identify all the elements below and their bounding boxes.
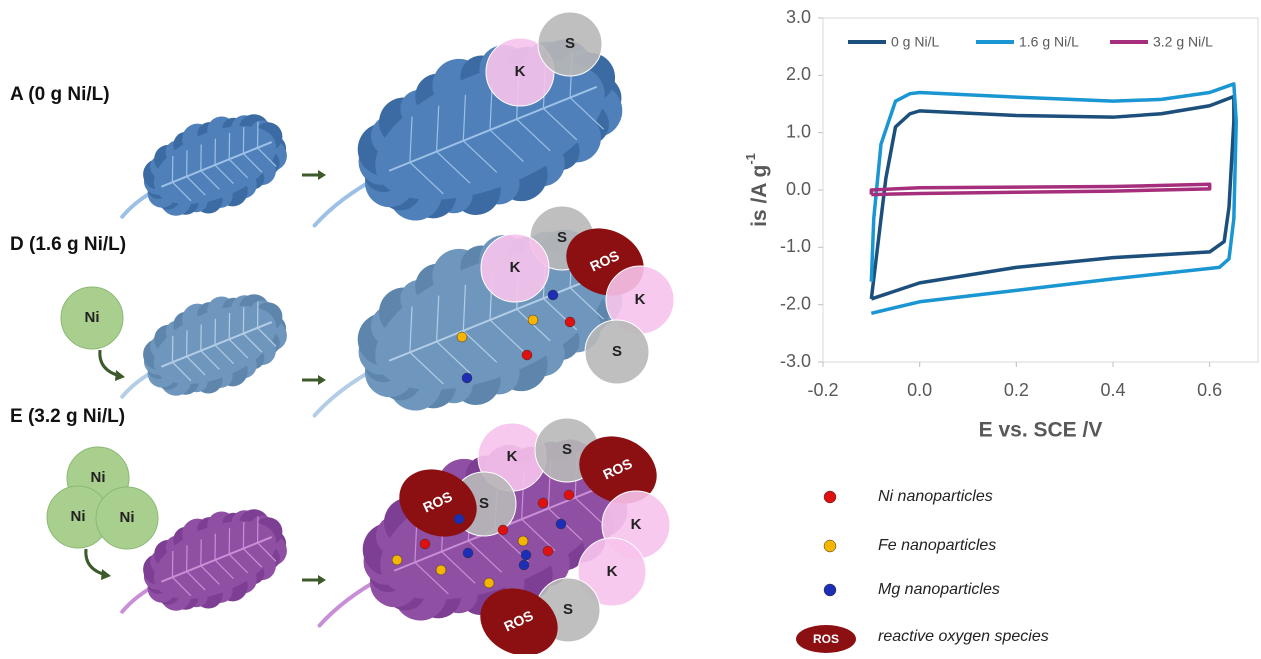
bubble-label: K	[607, 563, 618, 580]
bubble-label: S	[565, 35, 575, 52]
panel-label: D (1.6 g Ni/L)	[10, 234, 126, 255]
nanoparticle	[462, 373, 472, 383]
legend-dot	[824, 540, 836, 552]
legend-item: Mg nanoparticles	[878, 581, 1000, 598]
legend-dot	[824, 491, 836, 503]
nanoparticle	[420, 539, 430, 549]
nanoparticle	[484, 578, 494, 588]
legend-dot	[824, 584, 836, 596]
nanoparticle	[564, 490, 574, 500]
nanoparticle	[565, 317, 575, 327]
panel-label: A (0 g Ni/L)	[10, 84, 110, 105]
legend-label: 3.2 g Ni/L	[1153, 34, 1213, 50]
y-tick-label: 0.0	[786, 179, 811, 199]
nanoparticle	[436, 565, 446, 575]
nanoparticle	[392, 555, 402, 565]
nanoparticle	[518, 536, 528, 546]
nanoparticle	[463, 548, 473, 558]
x-tick-label: -0.2	[807, 380, 838, 400]
bubble-label: K	[507, 448, 518, 465]
ni-label: Ni	[85, 309, 100, 326]
nanoparticle	[457, 332, 467, 342]
legend-item: Fe nanoparticles	[878, 537, 996, 554]
bubble-label: K	[510, 259, 521, 276]
bubble-label: S	[562, 441, 572, 458]
bubble-label: S	[563, 601, 573, 618]
x-tick-label: 0.4	[1100, 380, 1125, 400]
bubble-label: K	[631, 516, 642, 533]
y-tick-label: 1.0	[786, 121, 811, 141]
legend-label: 0 g Ni/L	[891, 34, 939, 50]
ni-label: Ni	[120, 509, 135, 526]
bubble-label: K	[515, 63, 526, 80]
nanoparticle	[454, 514, 464, 524]
panel-label: E (3.2 g Ni/L)	[10, 406, 125, 427]
ros-icon-label: ROS	[813, 632, 839, 646]
y-axis-title-main: is /A g	[748, 165, 771, 227]
nanoparticle	[528, 315, 538, 325]
nanoparticle	[498, 525, 508, 535]
legend-item: Ni nanoparticles	[878, 488, 993, 505]
ni-label: Ni	[91, 469, 106, 486]
y-tick-label: -2.0	[780, 293, 811, 313]
x-axis-title: E vs. SCE /V	[979, 419, 1103, 442]
bubble-label: S	[557, 229, 567, 246]
nanoparticle	[521, 550, 531, 560]
nanoparticle	[543, 546, 553, 556]
figure: A (0 g Ni/L) K S D (1.6 g Ni/L) S K ROS K S Ni E (…	[0, 0, 1261, 654]
y-tick-label: 2.0	[786, 64, 811, 84]
ni-label: Ni	[71, 508, 86, 525]
bubble-label: S	[479, 495, 489, 512]
y-axis-title-sup: -1	[743, 153, 758, 165]
bubble-label: K	[635, 291, 646, 308]
nanoparticle	[519, 560, 529, 570]
legend-item: reactive oxygen species	[878, 628, 1049, 645]
x-tick-label: 0.0	[907, 380, 932, 400]
y-tick-label: -3.0	[780, 351, 811, 371]
x-tick-label: 0.2	[1004, 380, 1029, 400]
nanoparticle	[556, 519, 566, 529]
legend-label: 1.6 g Ni/L	[1019, 34, 1079, 50]
y-tick-label: -1.0	[780, 236, 811, 256]
nanoparticle	[538, 498, 548, 508]
x-tick-label: 0.6	[1197, 380, 1222, 400]
nanoparticle	[522, 350, 532, 360]
nanoparticle	[548, 290, 558, 300]
bubble-label: S	[612, 343, 622, 360]
y-tick-label: 3.0	[786, 7, 811, 27]
